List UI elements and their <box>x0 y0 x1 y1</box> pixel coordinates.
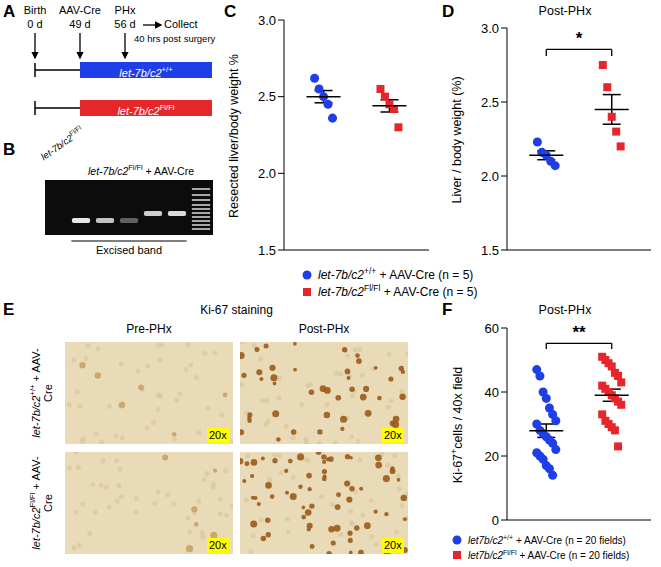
html-text:let-7b/c2Fl/Fl+ AAV-Cre (n = 5: let-7b/c2Fl/Fl+ AAV-Cre (n = 5) <box>318 283 478 300</box>
html-text:Birth: Birth <box>23 4 47 16</box>
svg-text:40: 40 <box>485 385 499 400</box>
html-text:cells / 40x field: cells / 40x field <box>450 366 465 449</box>
html-text:20x: 20x <box>209 429 227 441</box>
html-text:Ki-67 staining: Ki-67 staining <box>200 303 273 317</box>
svg-text:3.0: 3.0 <box>258 13 276 28</box>
html-text:Resected liver/body weight %: Resected liver/body weight % <box>226 54 241 218</box>
html-text:Post-PHx: Post-PHx <box>538 303 592 317</box>
html-text:D: D <box>442 2 455 21</box>
html-text:40 hrs post surgery: 40 hrs post surgery <box>134 33 216 44</box>
svg-text:**: ** <box>572 323 586 342</box>
html-text:Ki-67: Ki-67 <box>450 454 465 484</box>
svg-text:2.5: 2.5 <box>481 95 499 110</box>
html-text:let-7b/c2: let-7b/c2 <box>29 395 42 438</box>
html-text:Fl/Fl: Fl/Fl <box>67 123 83 137</box>
html-text:let7b/c2+/++ AAV-Cre (n = 20 f: let7b/c2+/++ AAV-Cre (n = 20 fields) <box>468 534 626 547</box>
html-text:Fl/Fl: Fl/Fl <box>28 492 37 508</box>
svg-text:0: 0 <box>492 513 499 528</box>
html-text:Collect: Collect <box>164 18 198 30</box>
html-text:let-7b/c2+/+: let-7b/c2+/+ <box>119 65 173 79</box>
html-text:Post-PHx: Post-PHx <box>538 4 592 18</box>
html-text:let7b/c2Fl/Fl+ AAV-Cre (n = 20: let7b/c2Fl/Fl+ AAV-Cre (n = 20 fields) <box>468 548 630 562</box>
html-text:Liver / body weight (%): Liver / body weight (%) <box>449 76 464 204</box>
html-text:let-7b/c2+/++ AAV-Cre (n = 5): let-7b/c2+/++ AAV-Cre (n = 5) <box>318 266 474 282</box>
html-text:let-7b/c2: let-7b/c2 <box>29 507 42 550</box>
html-text:Pre-PHx: Pre-PHx <box>126 322 172 336</box>
html-text:A: A <box>3 2 16 21</box>
svg-text:2.0: 2.0 <box>481 169 499 184</box>
svg-text:20: 20 <box>485 449 499 464</box>
html-text:+ AAV-Cre: + AAV-Cre <box>29 456 55 512</box>
svg-text:3.0: 3.0 <box>481 21 499 36</box>
svg-text:1.5: 1.5 <box>258 243 276 258</box>
html-text:F: F <box>442 300 453 319</box>
html-text:+ AAV-Cre: + AAV-Cre <box>29 348 55 402</box>
html-text:49 d: 49 d <box>69 18 91 30</box>
svg-text:1.5: 1.5 <box>481 243 499 258</box>
html-text:C: C <box>224 2 237 21</box>
html-text:E: E <box>3 300 15 319</box>
html-text:0 d: 0 d <box>27 18 43 30</box>
html-text:20x: 20x <box>384 429 402 441</box>
html-text:B: B <box>3 140 16 159</box>
html-text:56 d: 56 d <box>114 18 136 30</box>
html-text:AAV-Cre: AAV-Cre <box>59 4 101 16</box>
html-text:PHx: PHx <box>114 4 136 16</box>
html-text:Excised band: Excised band <box>96 244 162 256</box>
html-text:Post-PHx: Post-PHx <box>298 322 350 336</box>
html-text:let-7b/c2: let-7b/c2 <box>38 132 75 163</box>
svg-text:2.5: 2.5 <box>258 89 276 104</box>
html-text:20x: 20x <box>384 539 402 551</box>
svg-text:60: 60 <box>485 321 499 336</box>
svg-text:2.0: 2.0 <box>258 166 276 181</box>
svg-text:*: * <box>576 29 583 48</box>
html-text:let-7b/c2Fl/Fl: let-7b/c2Fl/Fl <box>117 103 175 117</box>
html-text:let-7b/c2Fl/Fl+ AAV-Cre: let-7b/c2Fl/Fl+ AAV-Cre <box>88 163 194 177</box>
html-text:20x: 20x <box>209 539 227 551</box>
